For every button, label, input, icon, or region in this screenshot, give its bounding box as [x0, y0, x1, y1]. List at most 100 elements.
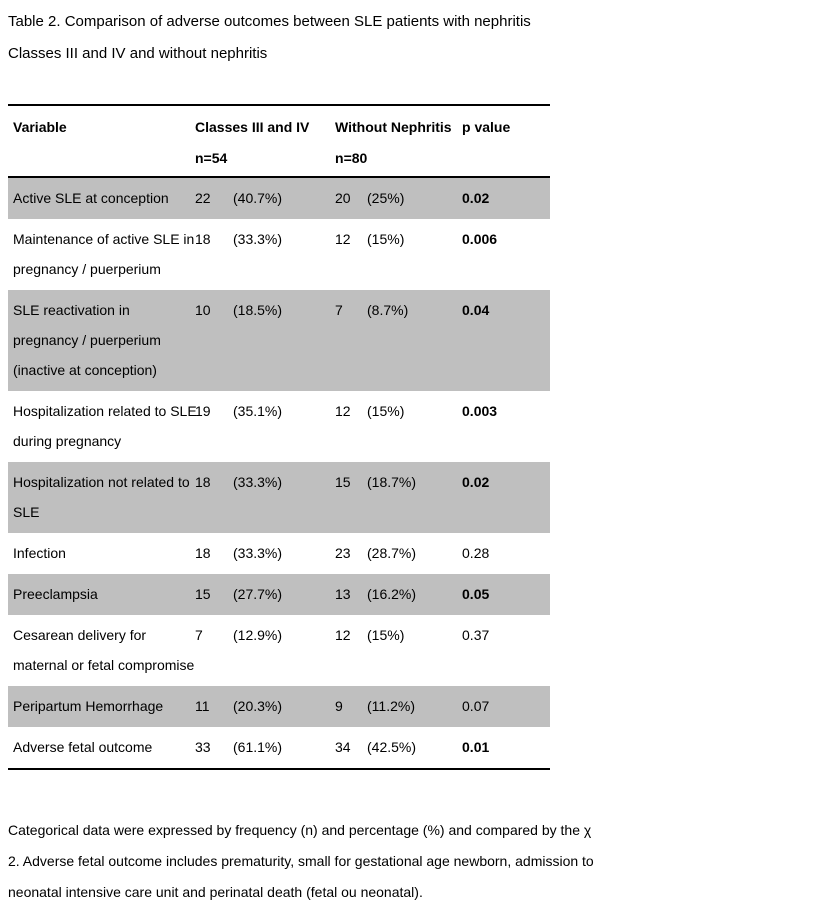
- variable-text-line: Hospitalization not related to: [13, 474, 190, 490]
- variable-cell: Adverse fetal outcome: [8, 727, 192, 769]
- without-nephritis-percent-cell: (16.2%): [363, 574, 459, 615]
- without-nephritis-count-cell: 12: [335, 403, 351, 419]
- comparison-table: Variable Classes III and IV n=54 Without…: [8, 104, 551, 770]
- table-row: Peripartum Hemorrhage 11 (20.3%) 9 (11.2…: [8, 686, 551, 727]
- variable-text-line: Hospitalization related to SLE: [13, 403, 197, 419]
- without-nephritis-percent-cell: (25%): [363, 177, 459, 219]
- header-group-nephritis: Classes III and IV n=54: [192, 105, 330, 177]
- table-row: Preeclampsia 15 (27.7%) 13 (16.2%) 0.05: [8, 574, 551, 615]
- without-nephritis-percent-cell: (18.7%): [363, 462, 459, 533]
- p-value-cell: 0.28: [462, 545, 490, 561]
- nephritis-percent-cell: (33.3%): [233, 545, 283, 561]
- without-nephritis-count-cell: 12: [335, 231, 351, 247]
- without-nephritis-percent-cell: (15%): [367, 627, 405, 643]
- header-variable: Variable: [13, 119, 67, 135]
- table-body: Active SLE at conception 22 (40.7%) 20 (…: [8, 177, 551, 769]
- nephritis-percent-cell: (20.3%): [230, 686, 331, 727]
- without-nephritis-percent-cell: (8.7%): [363, 290, 459, 391]
- table-row: SLE reactivation in pregnancy / puerperiu…: [8, 290, 551, 391]
- nephritis-count-cell: 10: [192, 290, 230, 391]
- nephritis-percent-cell: (40.7%): [230, 177, 331, 219]
- table-caption-line-2: Classes III and IV and without nephritis: [8, 45, 268, 62]
- nephritis-count-cell: 11: [192, 686, 230, 727]
- p-value-cell: 0.003: [462, 403, 498, 419]
- table-row: Adverse fetal outcome 33 (61.1%) 34 (42.…: [8, 727, 550, 769]
- header-group-nephritis-n: n=54: [195, 150, 228, 166]
- variable-text-line: Active SLE at conception: [13, 190, 169, 206]
- variable-text-line: Peripartum Hemorrhage: [13, 698, 164, 714]
- without-nephritis-count-cell: 9: [330, 686, 364, 727]
- p-value-cell: 0.05: [458, 574, 551, 615]
- variable-cell: Infection: [8, 533, 192, 574]
- nephritis-percent-cell: (33.3%): [230, 462, 331, 533]
- variable-cell: Peripartum Hemorrhage: [8, 686, 192, 727]
- p-value-cell: 0.02: [458, 177, 551, 219]
- table-header: Variable Classes III and IV n=54 Without…: [8, 105, 551, 177]
- variable-text-line: pregnancy / puerperium: [13, 332, 161, 348]
- table-footnote: Categorical data were expressed by frequ…: [8, 815, 811, 908]
- p-value-cell: 0.006: [462, 231, 498, 247]
- without-nephritis-percent-cell: (15%): [367, 403, 405, 419]
- table-caption-line-1: Table 2. Comparison of adverse outcomes …: [8, 13, 531, 30]
- variable-text-line: maternal or fetal compromise: [13, 657, 195, 673]
- nephritis-count-cell: 22: [192, 177, 230, 219]
- header-group-without-nephritis-n: n=80: [335, 150, 368, 166]
- without-nephritis-count-cell: 12: [335, 627, 351, 643]
- p-value-cell: 0.01: [462, 739, 490, 755]
- variable-cell: Active SLE at conception: [8, 177, 192, 219]
- nephritis-count-cell: 18: [195, 545, 211, 561]
- header-group-without-nephritis-name: Without Nephritis: [335, 119, 452, 135]
- table-row: Cesarean delivery for maternal or fetal c…: [8, 615, 550, 686]
- nephritis-count-cell: 7: [195, 627, 203, 643]
- without-nephritis-count-cell: 7: [330, 290, 364, 391]
- without-nephritis-count-cell: 15: [330, 462, 364, 533]
- nephritis-percent-cell: (35.1%): [233, 403, 283, 419]
- variable-text-line: Maintenance of active SLE in: [13, 231, 195, 247]
- table-row: Hospitalization not related to SLE 18 (33…: [8, 462, 551, 533]
- variable-text-line: during pregnancy: [13, 433, 122, 449]
- variable-text-line: (inactive at conception): [13, 362, 157, 378]
- without-nephritis-count-cell: 23: [335, 545, 351, 561]
- p-value-cell: 0.04: [458, 290, 551, 391]
- variable-text-line: Adverse fetal outcome: [13, 739, 153, 755]
- variable-text-line: SLE: [13, 504, 40, 520]
- p-value-cell: 0.07: [458, 686, 551, 727]
- nephritis-count-cell: 19: [195, 403, 211, 419]
- without-nephritis-percent-cell: (15%): [367, 231, 405, 247]
- footnote-line-3: neonatal intensive care unit and perinat…: [8, 884, 423, 900]
- variable-cell: Cesarean delivery for maternal or fetal c…: [8, 615, 195, 686]
- variable-cell: Maintenance of active SLE in pregnancy / …: [8, 219, 195, 290]
- without-nephritis-percent-cell: (11.2%): [363, 686, 459, 727]
- table-row: Hospitalization related to SLE during pre…: [8, 391, 550, 462]
- header-group-nephritis-name: Classes III and IV: [195, 119, 310, 135]
- p-value-cell: 0.02: [458, 462, 551, 533]
- table-caption: Table 2. Comparison of adverse outcomes …: [8, 6, 811, 70]
- variable-cell: SLE reactivation in pregnancy / puerperiu…: [8, 290, 192, 391]
- variable-cell: Hospitalization not related to SLE: [8, 462, 192, 533]
- table-row: Infection 18 (33.3%) 23 (28.7%) 0.28: [8, 533, 550, 574]
- nephritis-count-cell: 18: [192, 462, 230, 533]
- nephritis-percent-cell: (27.7%): [230, 574, 331, 615]
- nephritis-percent-cell: (12.9%): [233, 627, 283, 643]
- header-p-value: p value: [462, 119, 511, 135]
- table-row: Active SLE at conception 22 (40.7%) 20 (…: [8, 177, 551, 219]
- variable-cell: Hospitalization related to SLE during pre…: [8, 391, 197, 462]
- variable-text-line: Preeclampsia: [13, 586, 98, 602]
- variable-cell: Preeclampsia: [8, 574, 192, 615]
- without-nephritis-count-cell: 13: [330, 574, 364, 615]
- nephritis-count-cell: 18: [195, 231, 211, 247]
- without-nephritis-count-cell: 20: [330, 177, 364, 219]
- nephritis-count-cell: 15: [192, 574, 230, 615]
- without-nephritis-percent-cell: (42.5%): [367, 739, 417, 755]
- without-nephritis-percent-cell: (28.7%): [367, 545, 417, 561]
- nephritis-percent-cell: (18.5%): [230, 290, 331, 391]
- variable-text-line: Infection: [13, 545, 66, 561]
- header-group-without-nephritis: Without Nephritis n=80: [330, 105, 458, 177]
- without-nephritis-count-cell: 34: [335, 739, 351, 755]
- table-row: Maintenance of active SLE in pregnancy / …: [8, 219, 550, 290]
- footnote-line-1: Categorical data were expressed by frequ…: [8, 822, 592, 838]
- p-value-cell: 0.37: [462, 627, 490, 643]
- nephritis-percent-cell: (61.1%): [233, 739, 283, 755]
- nephritis-percent-cell: (33.3%): [233, 231, 283, 247]
